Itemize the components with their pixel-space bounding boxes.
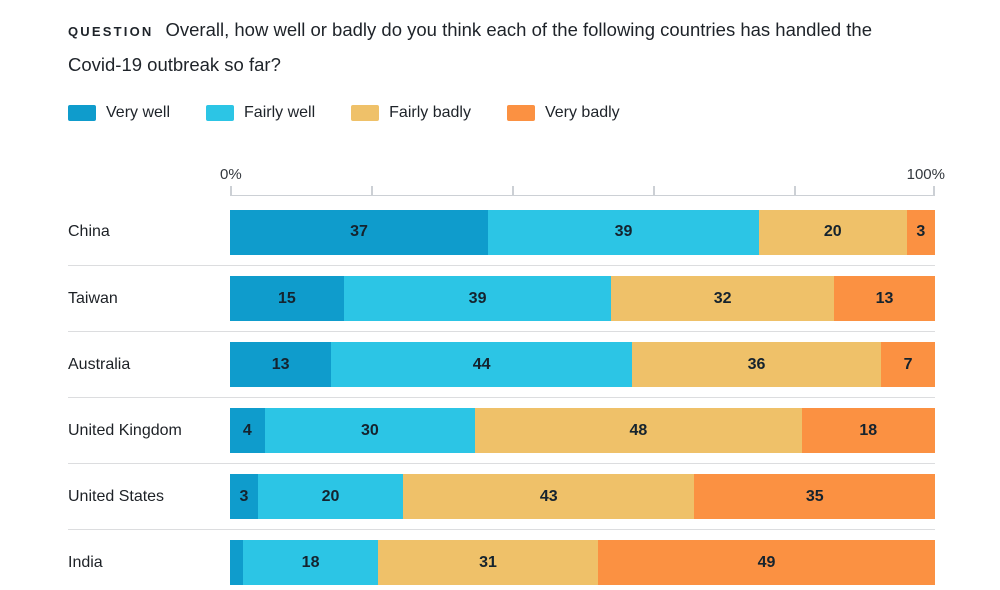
bar-segment-fairly-well: 39 [343,276,612,321]
chart-legend: Very well Fairly well Fairly badly Very … [68,103,935,123]
bar-segment-very-well: 3 [230,474,258,519]
bar-segment-fairly-badly: 31 [378,540,598,585]
axis-tick [653,186,655,195]
bar-segment-fairly-well: 18 [243,540,379,585]
axis-tick [794,186,796,195]
legend-swatch-very-well [68,105,96,121]
legend-swatch-fairly-well [206,105,235,121]
chart-rows: China 37 39 20 3 Taiwan 15 39 32 13 Au [68,199,936,590]
bar-segment-fairly-badly: 43 [403,474,695,519]
table-row-australia: Australia 13 44 36 7 [68,331,935,397]
table-row-china: China 37 39 20 3 [68,199,935,265]
legend-swatch-fairly-badly [351,105,380,121]
bar-segment-very-well [230,540,244,585]
axis-tick [371,186,373,195]
bar-segment-fairly-well: 44 [331,342,632,387]
bar-segment-fairly-badly: 32 [611,276,834,321]
legend-item-fairly-badly: Fairly badly [351,104,471,122]
stacked-bar: 3 20 43 35 [230,474,935,519]
bar-segment-very-well: 13 [230,342,332,387]
legend-item-very-badly: Very badly [506,104,620,122]
axis-ruler [230,186,935,196]
axis-tick [512,186,514,195]
bar-segment-very-badly: 13 [833,276,936,321]
axis-area: 0% 100% [220,165,945,196]
table-row-india: India 18 31 49 [68,529,935,590]
country-label: India [68,553,103,571]
stacked-bar: 13 44 36 7 [230,342,935,387]
table-row-united-kingdom: United Kingdom 4 30 48 18 [68,397,935,463]
bar-segment-very-badly: 3 [906,209,935,255]
legend-item-fairly-well: Fairly well [206,104,315,122]
bar-segment-very-badly: 49 [597,540,935,585]
bar-segment-fairly-well: 39 [488,209,759,255]
question-kicker: QUESTION [68,24,154,39]
table-row-taiwan: Taiwan 15 39 32 13 [68,265,936,331]
legend-swatch-very-badly [506,105,535,121]
axis-tick [933,186,935,195]
stacked-bar: 18 31 49 [230,540,935,585]
legend-label: Very well [106,104,171,121]
bar-segment-very-badly: 35 [694,474,935,519]
legend-label: Fairly well [244,104,316,121]
bar-segment-very-badly: 7 [881,342,935,387]
legend-label: Fairly badly [389,104,471,121]
country-label: United Kingdom [68,421,182,439]
table-row-united-states: United States 3 20 43 35 [68,463,935,529]
bar-segment-very-well: 37 [230,209,488,255]
question-text: Overall, how well or badly do you think … [68,19,873,75]
bar-segment-fairly-well: 30 [264,408,476,453]
stacked-bar: 15 39 32 13 [230,276,936,321]
legend-label: Very badly [544,104,620,121]
axis-labels: 0% 100% [220,165,945,184]
country-label: China [68,223,110,240]
bar-segment-fairly-badly: 36 [631,342,882,387]
axis-tick [230,186,232,195]
axis-min-label: 0% [220,166,242,183]
axis-max-label: 100% [906,166,945,183]
bar-segment-fairly-badly: 48 [475,408,802,453]
stacked-bar: 37 39 20 3 [230,209,935,255]
country-label: Australia [68,355,131,373]
bar-segment-very-badly: 18 [801,408,935,453]
bar-segment-very-well: 15 [230,276,344,321]
chart-question-title: QUESTION Overall, how well or badly do yo… [68,13,928,81]
stacked-bar: 4 30 48 18 [230,408,935,453]
country-label: Taiwan [68,289,118,307]
bar-segment-fairly-well: 20 [258,474,404,519]
bar-segment-very-well: 4 [230,408,265,453]
country-label: United States [68,487,165,505]
bar-segment-fairly-badly: 20 [758,209,907,255]
stacked-bar-chart: 0% 100% China 37 39 20 3 Taiwan 15 [68,165,945,590]
axis-spacer [68,165,230,196]
legend-item-very-well: Very well [68,104,170,122]
axis-header: 0% 100% [68,165,945,196]
